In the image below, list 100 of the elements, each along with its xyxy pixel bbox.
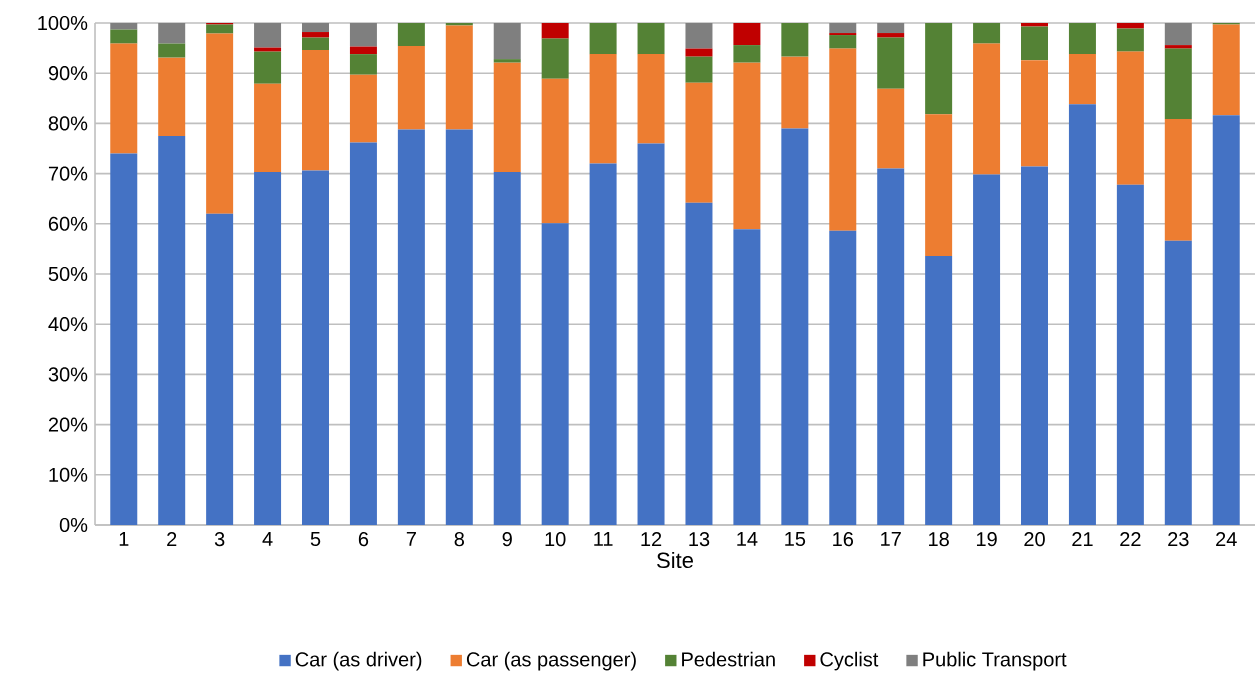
bar [733, 229, 761, 525]
bar [254, 171, 282, 525]
bar [637, 143, 665, 525]
bar [110, 22, 138, 30]
bar [589, 53, 617, 164]
bar [254, 47, 282, 52]
bar [781, 56, 809, 129]
bar [685, 202, 713, 525]
bar [493, 59, 521, 63]
bar [1212, 115, 1240, 525]
y-tick-label: 30% [48, 367, 88, 382]
bar [925, 114, 953, 256]
x-tick-label: 24 [1216, 531, 1237, 546]
y-tick-label: 0% [59, 517, 88, 532]
legend-label: Pedestrian [682, 651, 775, 667]
bar [973, 174, 1001, 525]
x-tick-label: 15 [785, 531, 806, 546]
bar [541, 78, 569, 224]
y-tick-label: 100% [38, 15, 88, 30]
bar [349, 74, 377, 143]
bar [1164, 240, 1192, 525]
y-tick-label: 10% [49, 467, 88, 482]
bar [349, 22, 377, 47]
bar [1021, 166, 1048, 525]
bar [445, 22, 473, 26]
bar [589, 22, 617, 54]
x-tick-label: 21 [1072, 531, 1093, 546]
bar [1164, 44, 1192, 49]
bar [110, 153, 138, 525]
bar [302, 22, 329, 32]
bar [877, 88, 905, 169]
bar [877, 22, 905, 33]
bar [829, 32, 857, 35]
bar [541, 38, 569, 79]
bar [925, 22, 953, 115]
legend-label: Car (as passenger) [466, 651, 636, 671]
bar [349, 46, 377, 54]
x-tick-label: 19 [976, 531, 997, 547]
bar [1212, 24, 1240, 116]
bar [254, 22, 282, 48]
bar [158, 22, 186, 44]
bar [1068, 22, 1096, 54]
bar [1116, 51, 1144, 185]
bar [925, 255, 953, 525]
x-tick-label: 8 [454, 531, 464, 547]
bar [206, 213, 234, 525]
bar [685, 48, 713, 57]
x-tick-label: 23 [1168, 531, 1189, 547]
bar [1021, 26, 1048, 61]
bar [1164, 48, 1192, 119]
x-tick-label: 11 [594, 531, 613, 546]
bar [397, 22, 425, 46]
x-axis-title: Site [657, 551, 693, 568]
bar [685, 56, 713, 83]
x-tick-label: 18 [929, 531, 949, 547]
x-tick-label: 12 [641, 531, 662, 546]
bar [302, 170, 329, 525]
bar [302, 37, 329, 50]
x-tick-label: 2 [167, 531, 177, 546]
bar [158, 43, 186, 58]
y-tick-label: 50% [48, 266, 88, 281]
legend-label: Car (as driver) [295, 651, 422, 671]
bar [733, 22, 761, 45]
bar [1164, 118, 1192, 241]
x-tick-label: 3 [214, 531, 225, 547]
bar [493, 22, 521, 59]
bar [110, 43, 138, 154]
bar [541, 22, 569, 39]
bar [733, 44, 761, 63]
bar [781, 128, 809, 525]
bar [110, 29, 138, 44]
bar [1116, 28, 1144, 52]
bar [1164, 22, 1192, 45]
bar [302, 31, 329, 38]
bar [1021, 22, 1048, 27]
bar [877, 32, 905, 38]
bar [829, 22, 857, 33]
bar [781, 22, 809, 57]
bar [685, 82, 713, 203]
bar [158, 57, 186, 136]
bar [445, 129, 473, 525]
bar [589, 163, 617, 525]
bar [637, 22, 665, 54]
x-tick-label: 9 [502, 531, 512, 547]
bar [829, 230, 857, 525]
legend-label: Cyclist [820, 651, 879, 671]
bar [493, 62, 521, 172]
bar [877, 37, 905, 89]
bar [397, 45, 425, 130]
x-tick-label: 4 [262, 531, 273, 546]
bar [349, 53, 377, 75]
bar [1068, 104, 1096, 525]
bar [254, 83, 282, 172]
y-tick-label: 70% [48, 166, 88, 181]
bar [445, 25, 473, 130]
bar [158, 135, 186, 525]
bar [829, 34, 857, 49]
x-tick-label: 10 [545, 531, 566, 547]
bar [733, 62, 761, 230]
x-tick-label: 6 [358, 531, 369, 547]
